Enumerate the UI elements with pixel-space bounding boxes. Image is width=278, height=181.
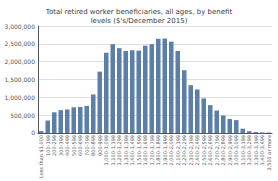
- svg-text:2,500-2,599: 2,500-2,599: [201, 135, 207, 165]
- svg-text:1,800-1,899: 1,800-1,899: [155, 135, 161, 165]
- svg-text:Total retired worker beneficia: Total retired worker beneficiaries, all …: [45, 8, 233, 16]
- svg-text:3,000-3,099: 3,000-3,099: [233, 135, 239, 165]
- svg-text:100-199: 100-199: [45, 135, 51, 156]
- svg-text:1,000-1,099: 1,000-1,099: [103, 135, 109, 165]
- svg-text:2,900-2,999: 2,900-2,999: [227, 135, 233, 165]
- svg-text:2,500,000: 2,500,000: [4, 40, 35, 47]
- svg-text:3,300-3,399: 3,300-3,399: [253, 135, 259, 165]
- svg-text:3,500 or more: 3,500 or more: [266, 135, 272, 171]
- svg-text:2,300-2,399: 2,300-2,399: [188, 135, 194, 165]
- svg-text:0: 0: [31, 129, 35, 136]
- svg-text:900-999: 900-999: [97, 135, 103, 156]
- svg-text:1,500-1,599: 1,500-1,599: [136, 135, 142, 165]
- svg-text:levels ($'s/December 2015): levels ($'s/December 2015): [91, 17, 188, 25]
- svg-text:3,100-3,199: 3,100-3,199: [240, 135, 246, 165]
- svg-text:2,000-2,099: 2,000-2,099: [168, 135, 174, 165]
- svg-text:1,100-1,199: 1,100-1,199: [110, 135, 116, 165]
- svg-text:3,400-3,499: 3,400-3,499: [259, 135, 265, 165]
- svg-text:2,000,000: 2,000,000: [4, 58, 35, 65]
- svg-text:500,000: 500,000: [10, 112, 35, 119]
- svg-text:1,400-1,499: 1,400-1,499: [129, 135, 135, 165]
- svg-text:3,000,000: 3,000,000: [4, 23, 35, 30]
- svg-text:400-499: 400-499: [64, 135, 70, 156]
- svg-text:800-899: 800-899: [90, 135, 96, 156]
- svg-text:500-599: 500-599: [71, 135, 77, 156]
- svg-text:1,700-1,799: 1,700-1,799: [149, 135, 155, 165]
- svg-text:1,600-1,699: 1,600-1,699: [142, 135, 148, 165]
- svg-text:1,300-1,399: 1,300-1,399: [123, 135, 129, 165]
- svg-text:2,200-2,299: 2,200-2,299: [181, 135, 187, 165]
- svg-text:300-399: 300-399: [58, 135, 64, 156]
- svg-text:3,200-3,299: 3,200-3,299: [246, 135, 252, 165]
- svg-text:1,500,000: 1,500,000: [4, 76, 35, 83]
- svg-text:1,000,000: 1,000,000: [4, 94, 35, 101]
- svg-text:1,900-1,999: 1,900-1,999: [162, 135, 168, 165]
- svg-text:2,100-2,199: 2,100-2,199: [175, 135, 181, 165]
- svg-text:600-699: 600-699: [77, 135, 83, 156]
- svg-text:2,800-2,899: 2,800-2,899: [220, 135, 226, 165]
- svg-text:Less than $1,000: Less than $1,000: [38, 135, 44, 178]
- svg-text:200-299: 200-299: [51, 135, 57, 156]
- svg-text:700-799: 700-799: [84, 135, 90, 156]
- svg-text:2,700-2,799: 2,700-2,799: [214, 135, 220, 165]
- svg-text:2,400-2,499: 2,400-2,499: [194, 135, 200, 165]
- svg-text:2,600-2,699: 2,600-2,699: [207, 135, 213, 165]
- svg-text:1,200-1,299: 1,200-1,299: [116, 135, 122, 165]
